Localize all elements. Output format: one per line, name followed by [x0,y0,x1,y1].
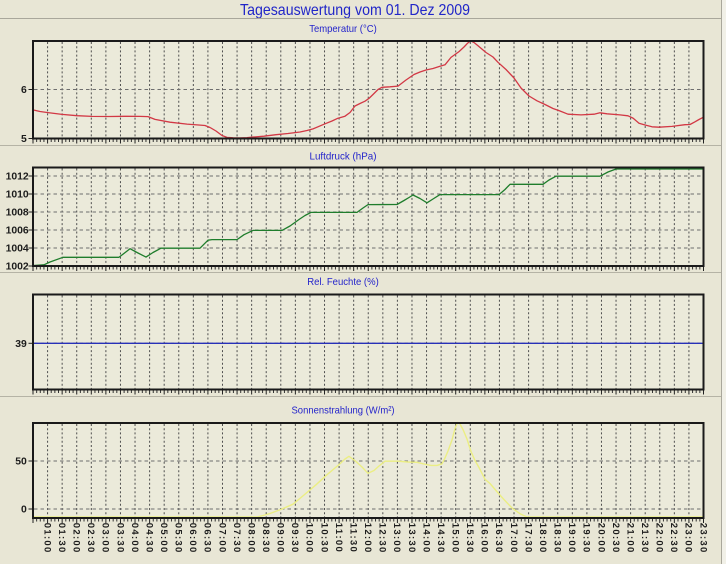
svg-text:13:00: 13:00 [391,523,402,554]
svg-text:14:30: 14:30 [435,523,446,554]
svg-text:06:00: 06:00 [187,523,198,554]
svg-text:19:30: 19:30 [581,523,592,554]
svg-text:20:30: 20:30 [610,523,621,554]
svg-text:50: 50 [15,457,27,468]
svg-text:22:30: 22:30 [668,523,679,554]
svg-text:07:30: 07:30 [231,523,242,554]
svg-text:14:00: 14:00 [420,523,431,554]
svg-text:16:30: 16:30 [493,523,504,554]
svg-text:11:00: 11:00 [333,523,344,553]
svg-text:08:00: 08:00 [245,523,256,554]
svg-text:12:30: 12:30 [377,523,388,554]
svg-text:09:30: 09:30 [289,523,300,554]
svg-text:04:00: 04:00 [129,523,140,554]
svg-text:1012: 1012 [6,172,29,183]
svg-text:05:00: 05:00 [158,523,169,554]
svg-text:07:00: 07:00 [216,523,227,554]
svg-text:22:00: 22:00 [654,523,665,554]
svg-text:Luftdruck (hPa): Luftdruck (hPa) [310,152,377,163]
svg-text:05:30: 05:30 [173,523,184,554]
svg-text:18:30: 18:30 [552,523,563,554]
svg-text:1002: 1002 [6,262,29,273]
svg-text:10:30: 10:30 [318,523,329,554]
svg-text:18:00: 18:00 [537,523,548,554]
svg-text:01:00: 01:00 [41,523,52,554]
svg-text:01:30: 01:30 [56,523,67,554]
svg-text:39: 39 [15,339,27,350]
svg-text:1004: 1004 [6,244,29,255]
svg-text:03:30: 03:30 [114,523,125,554]
svg-text:16:00: 16:00 [479,523,490,554]
svg-text:06:30: 06:30 [202,523,213,554]
svg-text:0: 0 [21,505,27,516]
svg-text:Temperatur (°C): Temperatur (°C) [309,24,377,35]
svg-text:17:00: 17:00 [508,523,519,554]
svg-text:04:30: 04:30 [143,523,154,554]
svg-text:23:30: 23:30 [697,523,708,554]
svg-text:02:30: 02:30 [85,523,96,554]
svg-text:02:00: 02:00 [71,523,82,554]
svg-text:10:00: 10:00 [304,523,315,554]
svg-text:20:00: 20:00 [595,523,606,554]
svg-text:23:00: 23:00 [683,523,694,554]
svg-text:08:30: 08:30 [260,523,271,554]
svg-text:11:30: 11:30 [348,523,359,553]
svg-text:Tagesauswertung vom 01. Dez 20: Tagesauswertung vom 01. Dez 2009 [240,2,470,19]
svg-text:Rel. Feuchte (%): Rel. Feuchte (%) [307,277,379,288]
svg-text:6: 6 [21,85,27,96]
svg-text:09:00: 09:00 [275,523,286,554]
svg-text:17:30: 17:30 [522,523,533,554]
svg-text:19:00: 19:00 [566,523,577,554]
svg-text:1008: 1008 [6,208,29,219]
svg-text:5: 5 [21,134,27,145]
svg-text:03:00: 03:00 [100,523,111,554]
svg-text:1010: 1010 [6,190,29,201]
svg-text:15:30: 15:30 [464,523,475,554]
svg-text:1006: 1006 [6,226,29,237]
svg-text:21:30: 21:30 [639,523,650,554]
svg-text:15:00: 15:00 [450,523,461,554]
svg-text:12:00: 12:00 [362,523,373,554]
svg-text:13:30: 13:30 [406,523,417,554]
svg-text:21:00: 21:00 [624,523,635,554]
svg-text:Sonnenstrahlung (W/m²): Sonnenstrahlung (W/m²) [292,405,395,416]
